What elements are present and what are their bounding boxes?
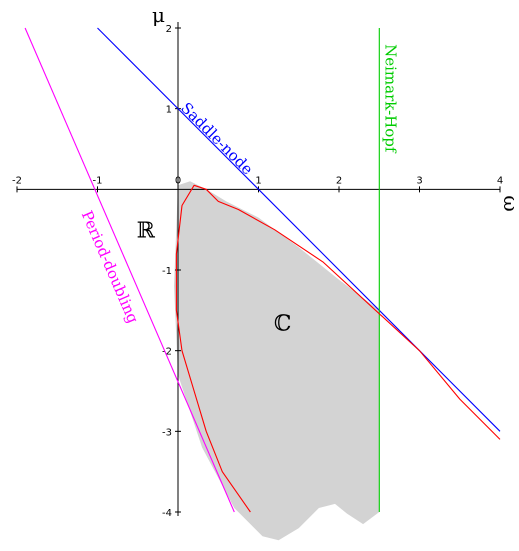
saddle-node-label: Saddle-node bbox=[177, 99, 256, 179]
y-tick-label: 2 bbox=[166, 24, 172, 35]
x-tick-label: 1 bbox=[255, 175, 261, 186]
series-layer bbox=[24, 27, 501, 513]
x-tick-label: 2 bbox=[336, 175, 342, 186]
region-c-shading bbox=[174, 181, 380, 541]
y-tick-label: -2 bbox=[162, 347, 172, 358]
period-doubling-line bbox=[24, 27, 235, 513]
x-tick-label: 3 bbox=[416, 175, 422, 186]
x-axis-label: ω bbox=[499, 195, 519, 211]
y-tick-label: -1 bbox=[162, 266, 172, 277]
x-tick-label: 4 bbox=[497, 175, 503, 186]
regions-layer bbox=[174, 181, 380, 541]
axes-layer: -2 -1 0 1 2 3 4 2 1 -1 -2 -3 -4 μ ω bbox=[12, 3, 519, 519]
saddle-node-line bbox=[97, 27, 501, 432]
y-tick-label: 1 bbox=[166, 105, 172, 116]
region-r-label: ℝ bbox=[137, 219, 156, 244]
y-tick-label: -3 bbox=[162, 427, 172, 438]
region-c-label: ℂ bbox=[274, 312, 292, 337]
x-tick-label: 0 bbox=[175, 175, 181, 186]
y-axis-label: μ bbox=[152, 3, 165, 27]
unlabeled-curve-line bbox=[175, 184, 501, 513]
x-tick-label: -2 bbox=[12, 175, 22, 186]
x-tick-label: -1 bbox=[93, 175, 103, 186]
y-tick-label: -4 bbox=[162, 508, 172, 519]
neimark-hopf-label: Neimark-Hopf bbox=[381, 44, 399, 154]
